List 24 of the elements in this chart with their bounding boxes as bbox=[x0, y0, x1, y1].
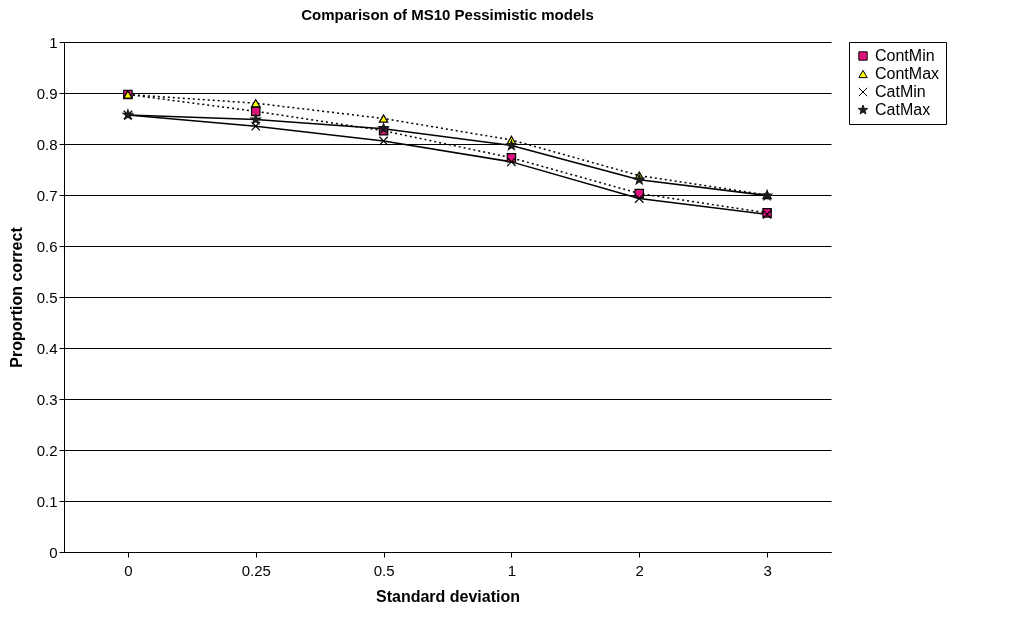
y-tick-label: 0.9 bbox=[36, 84, 58, 102]
y-tick-label: 0.5 bbox=[36, 288, 58, 306]
x-tick-label: 0 bbox=[124, 561, 133, 579]
x-tick-label: 0.25 bbox=[241, 561, 271, 579]
y-axis-title: Proportion correct bbox=[7, 226, 25, 368]
legend-label: CatMax bbox=[875, 101, 931, 118]
x-tick-label: 0.5 bbox=[373, 561, 395, 579]
x-axis-title: Standard deviation bbox=[375, 587, 521, 605]
y-tick-label: 0.3 bbox=[36, 390, 58, 408]
x-tick-label: 2 bbox=[635, 561, 644, 579]
x-tick-label: 3 bbox=[763, 561, 772, 579]
y-tick-label: 0.1 bbox=[36, 492, 58, 510]
y-tick-label: 0.7 bbox=[36, 186, 58, 204]
legend-label: CatMin bbox=[875, 83, 926, 100]
legend-label: ContMin bbox=[875, 47, 935, 64]
y-tick-label: 0.2 bbox=[36, 441, 58, 459]
y-tick-label: 0.4 bbox=[36, 339, 58, 357]
y-tick-label: 0.6 bbox=[36, 237, 58, 255]
legend-label: ContMax bbox=[875, 65, 940, 82]
chart-title: Comparison of MS10 Pessimistic models bbox=[301, 6, 594, 23]
x-tick-label: 1 bbox=[507, 561, 517, 579]
y-tick-label: 0.8 bbox=[36, 135, 58, 153]
y-tick-label: 0 bbox=[49, 543, 58, 561]
y-tick-label: 1 bbox=[49, 33, 58, 51]
